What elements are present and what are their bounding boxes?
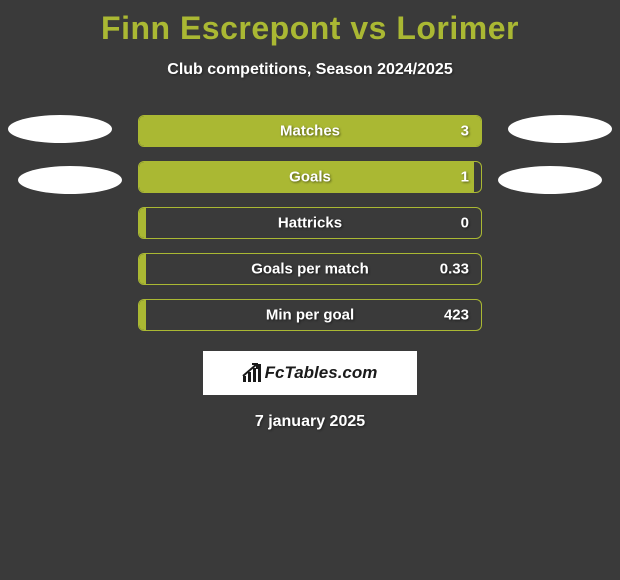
stat-label: Hattricks: [139, 215, 481, 232]
stat-bar: Goals per match 0.33: [138, 253, 482, 285]
stat-row-min-per-goal: Min per goal 423: [0, 299, 620, 331]
fctables-logo: FcTables.com: [203, 351, 417, 395]
stat-bar: Goals 1: [138, 161, 482, 193]
stat-bar: Min per goal 423: [138, 299, 482, 331]
stat-row-goals-per-match: Goals per match 0.33: [0, 253, 620, 285]
date-text: 7 january 2025: [0, 413, 620, 431]
page-title: Finn Escrepont vs Lorimer: [0, 0, 620, 47]
stat-label: Goals: [139, 169, 481, 186]
logo-text-label: FcTables.com: [265, 363, 378, 383]
stat-bar: Hattricks 0: [138, 207, 482, 239]
stat-label: Matches: [139, 123, 481, 140]
comparison-chart: Matches 3 Goals 1 Hattricks 0 Goals per …: [0, 115, 620, 331]
player-right-marker: [498, 166, 602, 194]
stat-value: 423: [444, 307, 469, 324]
stat-label: Min per goal: [139, 307, 481, 324]
stat-bar: Matches 3: [138, 115, 482, 147]
logo-chart-icon: [243, 364, 261, 382]
player-left-marker: [18, 166, 122, 194]
player-left-marker: [8, 115, 112, 143]
stat-row-matches: Matches 3: [0, 115, 620, 147]
stat-row-goals: Goals 1: [0, 161, 620, 193]
stat-value: 0: [461, 215, 469, 232]
stat-value: 1: [461, 169, 469, 186]
page-subtitle: Club competitions, Season 2024/2025: [0, 61, 620, 79]
stat-row-hattricks: Hattricks 0: [0, 207, 620, 239]
stat-value: 0.33: [440, 261, 469, 278]
player-right-marker: [508, 115, 612, 143]
stat-value: 3: [461, 123, 469, 140]
logo-content: FcTables.com: [243, 363, 378, 383]
stat-label: Goals per match: [139, 261, 481, 278]
